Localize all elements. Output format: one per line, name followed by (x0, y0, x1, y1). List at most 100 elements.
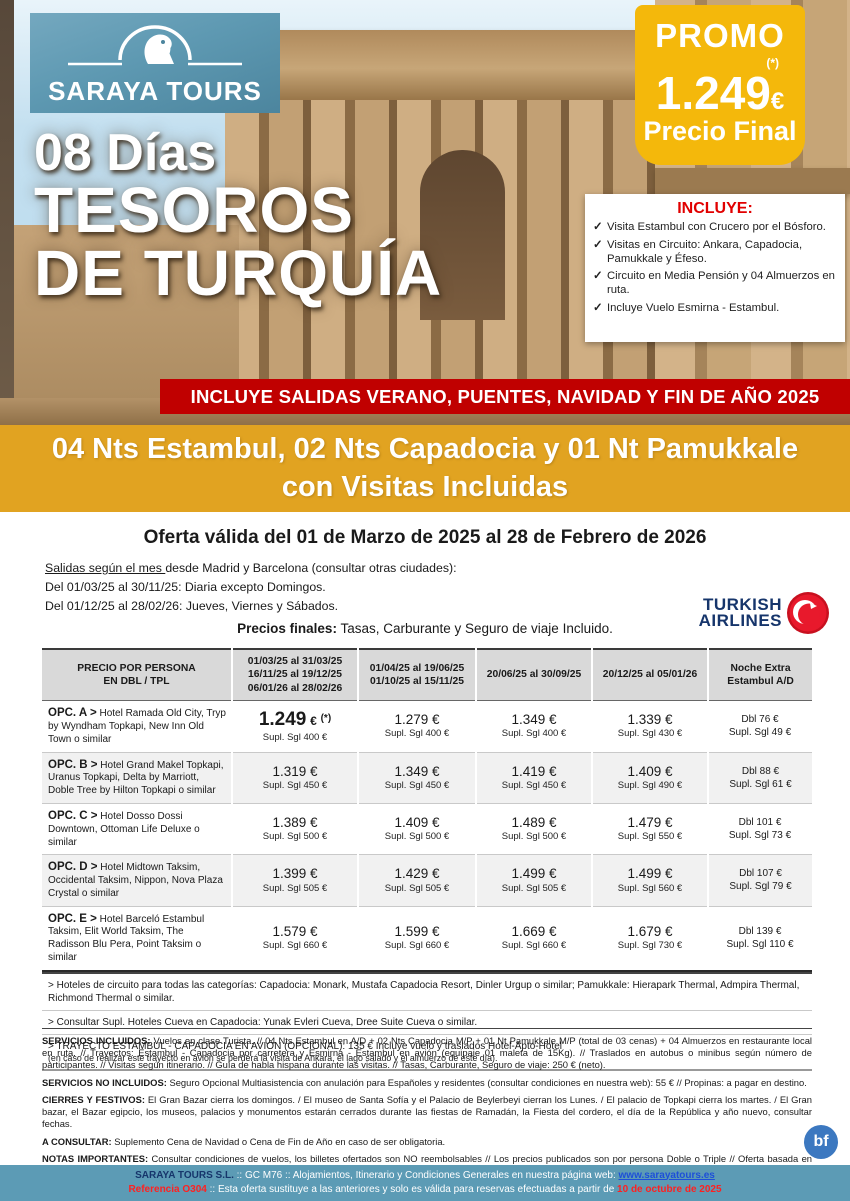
table-row-opc-e: OPC. E > Hotel Barceló Estambul Taksim, … (42, 906, 812, 971)
a-consultar: A CONSULTAR: Suplemento Cena de Navidad … (42, 1135, 446, 1147)
header-season-3: 20/06/25 al 30/09/25 (476, 649, 593, 701)
table-row-opc-a: OPC. A > Hotel Ramada Old City, Tryp by … (42, 701, 812, 753)
cierres-y-festivos: CIERRES Y FESTIVOS: El Gran Bazar cierra… (42, 1093, 812, 1130)
ruins-shape (0, 0, 14, 425)
departures-line2: Del 01/03/25 al 30/11/25: Diaria excepto… (45, 580, 326, 595)
table-row-opc-b: OPC. B > Hotel Grand Makel Topkapi, Uran… (42, 752, 812, 804)
check-icon: ✓ (593, 270, 603, 283)
hero-photo: SARAYA TOURS 08 Días TESOROS DE TURQUÍA … (0, 0, 850, 425)
departures-intro: Salidas según el mes desde Madrid y Barc… (45, 561, 457, 575)
price-cell: 1.399 € Supl. Sgl 505 € (232, 854, 359, 907)
hero-title-line2: TESOROS (34, 173, 354, 246)
price-cell: 1.249 € (*) Supl. Sgl 400 € (258, 708, 332, 743)
bf-logo: bf (804, 1125, 838, 1159)
servicios-incluidos: SERVICIOS INCLUIDOS: Vuelos en clase Tur… (42, 1035, 812, 1071)
note-circuit-hotels: > Hoteles de circuito para todas las cat… (42, 974, 812, 1011)
header-season-4: 20/12/25 al 05/01/26 (592, 649, 709, 701)
incluye-item: ✓ Visitas en Circuito: Ankara, Capadocia… (593, 239, 837, 267)
hotel-cell: OPC. E > Hotel Barceló Estambul Taksim, … (48, 912, 205, 964)
turkish-airlines-bird-icon (787, 592, 829, 634)
hero-title-line3: DE TURQUÍA (34, 236, 443, 309)
itinerary-banner: 04 Nts Estambul, 02 Nts Capadocia y 01 N… (0, 425, 850, 512)
ruins-niche (420, 150, 505, 320)
incluye-item-text: Incluye Vuelo Esmirna - Estambul. (607, 301, 780, 314)
table-header-row: PRECIO POR PERSONA EN DBL / TPL 01/03/25 … (42, 649, 812, 701)
saraya-tours-logo: SARAYA TOURS (30, 13, 280, 113)
price-cell: 1.499 € Supl. Sgl 505 € (476, 854, 593, 907)
check-icon: ✓ (593, 238, 603, 251)
ruins-shape (655, 168, 850, 194)
extra-night-cell: Dbl 139 € Supl. Sgl 110 € (726, 926, 794, 951)
incluye-item: ✓ Circuito en Media Pensión y 04 Almuerz… (593, 270, 837, 298)
logo-wordmark: SARAYA TOURS (48, 76, 262, 106)
itinerary-banner-line2: con Visitas Incluidas (281, 470, 569, 503)
itinerary-banner-line1: 04 Nts Estambul, 02 Nts Capadocia y 01 N… (51, 432, 799, 465)
hero-title: 08 Días TESOROS DE TURQUÍA (34, 124, 443, 309)
header-extra-night: Noche Extra Estambul A/D (708, 649, 812, 701)
price-cell: 1.489 € Supl. Sgl 500 € (501, 815, 567, 843)
check-icon: ✓ (593, 301, 603, 314)
incluye-item-text: Visita Estambul con Crucero por el Bósfo… (607, 221, 826, 233)
promo-price: 1.249€ (655, 67, 785, 119)
promo-label: PROMO (655, 17, 785, 54)
footer-bar: SARAYA TOURS S.L. :: GC M76 :: Alojamien… (0, 1165, 850, 1201)
hotel-cell: OPC. A > Hotel Ramada Old City, Tryp by … (48, 707, 226, 745)
check-icon: ✓ (593, 221, 603, 233)
price-cell: 1.679 € Supl. Sgl 730 € (617, 924, 683, 952)
departures-info: Salidas según el mes desde Madrid y Barc… (45, 559, 850, 616)
incluye-item: ✓ Incluye Vuelo Esmirna - Estambul. (593, 302, 837, 316)
extra-night-cell: Dbl 101 € Supl. Sgl 73 € (728, 817, 792, 842)
promo-price-badge: PROMO (*) 1.249€ Precio Final (635, 5, 805, 165)
promo-final-label: Precio Final (643, 116, 797, 146)
price-cell: 1.349 € Supl. Sgl 450 € (358, 752, 477, 804)
promo-asterisk: (*) (766, 56, 779, 70)
departures-line3: Del 01/12/25 al 28/02/26: Jueves, Vierne… (45, 599, 339, 614)
ruins-shape (225, 30, 655, 100)
servicios-no-incluidos: SERVICIOS NO INCLUIDOS: Seguro Opcional … (42, 1076, 807, 1088)
price-cell: 1.479 € Supl. Sgl 550 € (617, 815, 683, 843)
price-cell: 1.579 € Supl. Sgl 660 € (262, 924, 328, 952)
table-row-opc-d: OPC. D > Hotel Midtown Taksim, Occidenta… (42, 854, 812, 907)
price-cell: 1.419 € Supl. Sgl 450 € (476, 752, 593, 804)
table-row-opc-c: OPC. C > Hotel Dosso Dossi Downtown, Ott… (42, 803, 812, 855)
validity-heading: Oferta válida del 01 de Marzo de 2025 al… (143, 527, 707, 548)
incluye-item-text: Visitas en Circuito: Ankara, Capadocia, … (607, 238, 803, 265)
website-link[interactable]: www.sarayatours.es (618, 1169, 715, 1181)
incluye-item-text: Circuito en Media Pensión y 04 Almuerzos… (607, 270, 835, 297)
price-cell: 1.499 € Supl. Sgl 560 € (592, 854, 709, 907)
extra-night-cell: Dbl 76 € Supl. Sgl 49 € (728, 714, 792, 739)
price-table: PRECIO POR PERSONA EN DBL / TPL 01/03/25 … (42, 648, 812, 973)
header-season-1: 01/03/25 al 31/03/25 16/11/25 al 19/12/25… (232, 649, 359, 701)
header-price-per-person: PRECIO POR PERSONA EN DBL / TPL (42, 649, 233, 701)
turkish-airlines-wordmark: TURKISH AIRLINES (698, 594, 782, 630)
extra-night-cell: Dbl 88 € Supl. Sgl 61 € (708, 752, 812, 804)
price-cell: 1.389 € Supl. Sgl 500 € (262, 815, 328, 843)
price-cell: 1.279 € Supl. Sgl 400 € (384, 712, 450, 740)
footer-line2: Referencia O304 :: Esta oferta sustituye… (128, 1184, 722, 1195)
table-notes: > Hoteles de circuito para todas las cat… (42, 971, 812, 1072)
hotel-cell: OPC. B > Hotel Grand Makel Topkapi, Uran… (42, 752, 233, 804)
price-cell: 1.429 € Supl. Sgl 505 € (358, 854, 477, 907)
price-cell: 1.319 € Supl. Sgl 450 € (232, 752, 359, 804)
price-cell: 1.409 € Supl. Sgl 490 € (592, 752, 709, 804)
price-cell: 1.669 € Supl. Sgl 660 € (501, 924, 567, 952)
incluye-title: INCLUYE: (677, 200, 753, 217)
price-cell: 1.409 € Supl. Sgl 500 € (384, 815, 450, 843)
note-flight-option: > TRAYECTO ESTAMBUL - CAPADOCIA EN AVIÓN… (42, 1035, 812, 1072)
hotel-cell: OPC. C > Hotel Dosso Dossi Downtown, Ott… (48, 809, 200, 848)
red-banner: INCLUYE SALIDAS VERANO, PUENTES, NAVIDAD… (160, 379, 850, 414)
hotel-cell: OPC. D > Hotel Midtown Taksim, Occidenta… (42, 854, 233, 907)
price-cell: 1.599 € Supl. Sgl 660 € (384, 924, 450, 952)
extra-night-cell: Dbl 107 € Supl. Sgl 79 € (708, 854, 812, 907)
hero-title-line1: 08 Días (34, 124, 217, 182)
footer-line1: SARAYA TOURS S.L. :: GC M76 :: Alojamien… (135, 1169, 715, 1181)
incluye-panel: INCLUYE: ✓ Visita Estambul con Crucero p… (585, 194, 845, 342)
incluye-item: ✓ Visita Estambul con Crucero por el Bós… (593, 221, 837, 235)
falcon-logo-icon (68, 25, 242, 66)
note-cave-hotels: > Consultar Supl. Hoteles Cueva en Capad… (42, 1011, 812, 1035)
price-cell: 1.339 € Supl. Sgl 430 € (617, 712, 683, 740)
header-season-2: 01/04/25 al 19/06/25 01/10/25 al 15/11/25 (358, 649, 477, 701)
price-cell: 1.349 € Supl. Sgl 400 € (501, 712, 567, 740)
price-table-section: PRECIO POR PERSONA EN DBL / TPL 01/03/25 … (42, 648, 812, 1072)
